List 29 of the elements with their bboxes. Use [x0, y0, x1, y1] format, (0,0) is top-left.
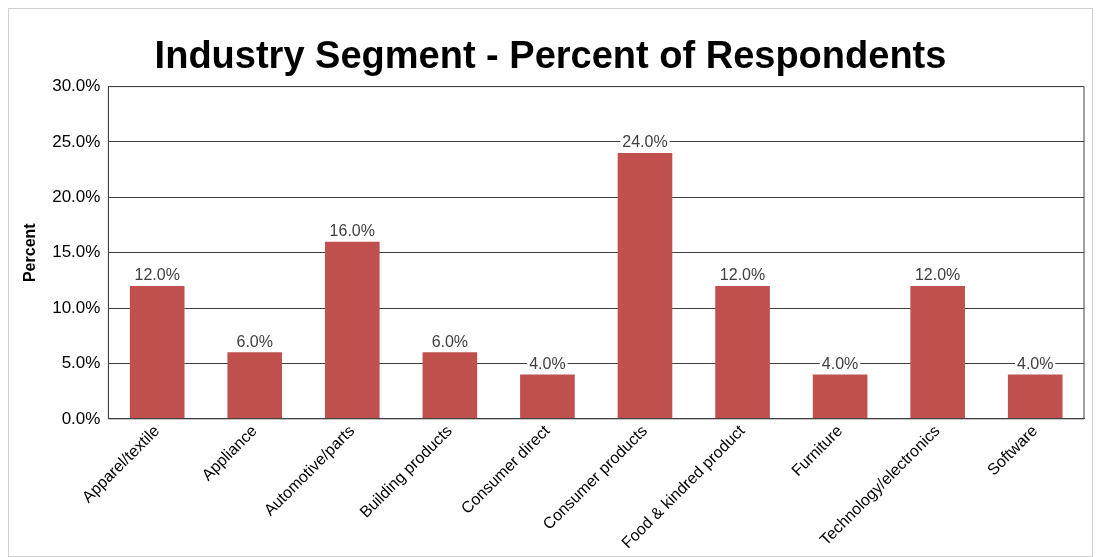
- chart-title: Industry Segment - Percent of Respondents: [154, 34, 947, 77]
- y-tick-label: 30.0%: [52, 76, 101, 96]
- bar: [422, 352, 478, 419]
- y-tick-label: 25.0%: [52, 131, 101, 151]
- data-label: 16.0%: [329, 222, 375, 240]
- data-label: 6.0%: [236, 332, 273, 350]
- y-tick-label: 15.0%: [52, 242, 101, 262]
- y-tick-label: 0.0%: [61, 408, 101, 428]
- bar: [617, 153, 673, 419]
- data-label: 4.0%: [529, 354, 566, 372]
- data-label: 6.0%: [431, 332, 469, 350]
- y-tick-label: 10.0%: [52, 297, 101, 317]
- bar: [520, 374, 575, 419]
- data-label: 4.0%: [821, 354, 859, 372]
- data-label: 24.0%: [622, 133, 668, 151]
- bar: [715, 285, 770, 419]
- data-label: 12.0%: [719, 266, 766, 284]
- bar: [1007, 374, 1063, 419]
- bar: [812, 374, 868, 419]
- data-label: 12.0%: [914, 266, 961, 284]
- y-tick-label: 5.0%: [61, 353, 101, 373]
- bar: [227, 352, 283, 419]
- bar: [910, 285, 965, 419]
- bar: [324, 241, 380, 419]
- y-axis-title: Percent: [21, 222, 39, 283]
- bar: [129, 285, 185, 419]
- data-label: 12.0%: [134, 266, 180, 284]
- y-tick-label: 20.0%: [52, 187, 101, 207]
- data-label: 4.0%: [1016, 354, 1054, 372]
